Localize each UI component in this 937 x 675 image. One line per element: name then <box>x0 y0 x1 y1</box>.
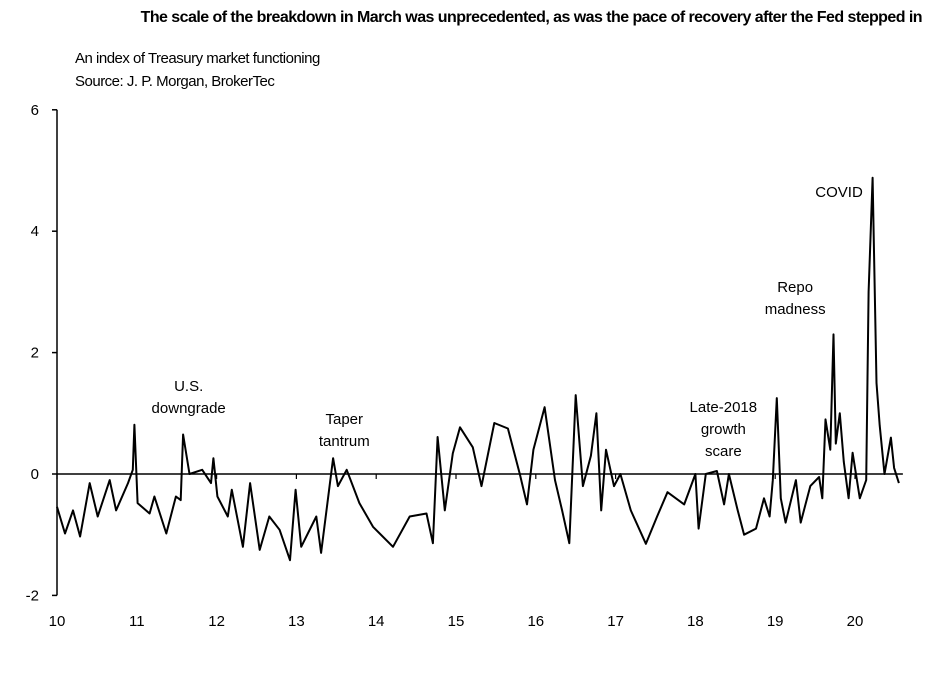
x-tick-label: 17 <box>607 613 624 630</box>
x-tick-label: 20 <box>847 613 864 630</box>
x-tick-label: 14 <box>368 613 385 630</box>
chart-title: The scale of the breakdown in March was … <box>140 9 923 26</box>
x-tick-label: 13 <box>288 613 305 630</box>
annotation-label: Repo <box>777 279 813 296</box>
y-tick-label: 0 <box>31 466 39 483</box>
y-tick-label: 2 <box>31 345 39 362</box>
annotation-label: madness <box>765 301 826 318</box>
y-tick-label: 6 <box>31 102 39 119</box>
x-tick-label: 15 <box>448 613 465 630</box>
annotation-label: U.S. <box>174 378 203 395</box>
chart-source: Source: J. P. Morgan, BrokerTec <box>75 73 275 90</box>
x-tick-label: 10 <box>49 613 66 630</box>
y-tick-label: 4 <box>31 223 39 240</box>
x-tick-label: 11 <box>129 613 145 630</box>
annotation-label: COVID <box>815 184 863 201</box>
annotation-label: Late-2018 <box>690 399 758 416</box>
x-tick-label: 16 <box>527 613 544 630</box>
annotation-label: downgrade <box>152 400 226 417</box>
chart-subtitle: An index of Treasury market functioning <box>75 50 320 67</box>
annotation-label: scare <box>705 443 742 460</box>
series-line <box>56 176 900 562</box>
annotation-label: Taper <box>326 411 364 428</box>
x-tick-label: 18 <box>687 613 704 630</box>
annotation-label: tantrum <box>319 433 370 450</box>
annotation-label: growth <box>701 421 746 438</box>
x-tick-label: 12 <box>208 613 225 630</box>
y-tick-label: -2 <box>26 587 39 604</box>
x-tick-label: 19 <box>767 613 784 630</box>
